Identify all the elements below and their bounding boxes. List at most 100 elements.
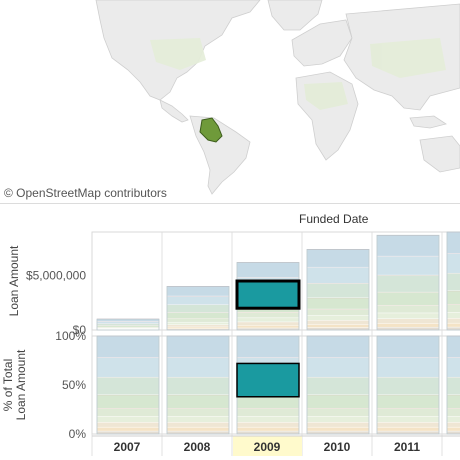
percent-bar-2009-segment[interactable] [236,426,300,432]
year-label-2011[interactable]: 2011 [394,440,420,454]
percent-bar-next-segment[interactable] [446,408,460,417]
loan-bar-2008-segment[interactable] [166,326,230,329]
percent-bar-2011-segment[interactable] [376,426,440,432]
loan-bar-next-segment[interactable] [446,312,460,319]
loan-bar-2008-segment[interactable] [166,304,230,313]
loan-bar-2010-segment[interactable] [306,249,370,268]
loan-bar-2009-segment[interactable] [236,325,300,329]
loan-bar-2009-segment[interactable] [236,312,300,319]
percent-bar-2008-segment[interactable] [166,408,230,417]
year-label-2009[interactable]: 2009 [254,440,281,454]
loan-bar-next-segment[interactable] [446,326,460,331]
percent-bar-2011-segment[interactable] [376,422,440,428]
loan-bar-2011-segment[interactable] [376,235,440,257]
percent-bar-2007-segment[interactable] [96,376,160,396]
map-canvas[interactable] [0,0,460,203]
percent-bar-2010-segment[interactable] [306,335,370,358]
percent-bar-next-segment[interactable] [446,394,460,409]
percent-bar-2007-segment[interactable] [96,408,160,417]
percent-bar-2010-segment[interactable] [306,430,370,435]
percent-bar-2007-segment[interactable] [96,422,160,428]
loan-bar-2007-segment[interactable] [96,321,160,324]
percent-bar-2007-segment[interactable] [96,416,160,423]
loan-bar-next-segment[interactable] [446,272,460,291]
loan-bar-2011-segment[interactable] [376,255,440,276]
loan-bar-2011-segment[interactable] [376,312,440,319]
percent-bar-2007-segment[interactable] [96,430,160,435]
percent-bar-2009-segment[interactable] [236,408,300,417]
percent-bar-2008-segment[interactable] [166,426,230,432]
loan-bar-2010-segment[interactable] [306,324,370,328]
loan-bar-2010-segment[interactable] [306,308,370,316]
percent-bar-2010-segment[interactable] [306,426,370,432]
percent-bar-next-segment[interactable] [446,422,460,428]
year-label-2010[interactable]: 2010 [324,440,351,454]
loan-bar-2008-segment[interactable] [166,286,230,297]
loan-bar-next-segment[interactable] [446,304,460,313]
percent-bar-2008-segment[interactable] [166,335,230,358]
loan-bar-2008-segment[interactable] [166,324,230,328]
percent-bar-2008-segment[interactable] [166,357,230,378]
percent-bar-2010-segment[interactable] [306,357,370,378]
loan-bar-2008-segment[interactable] [166,318,230,323]
percent-bar-2007-segment[interactable] [96,394,160,409]
loan-bar-2008-segment[interactable] [166,295,230,305]
percent-bar-next-segment[interactable] [446,426,460,432]
loan-bar-2008-segment[interactable] [166,321,230,325]
percent-bar-2011-segment[interactable] [376,335,440,358]
loan-bar-2011-segment[interactable] [376,326,440,331]
selected-segment-percent-2009[interactable] [236,362,300,398]
percent-bar-2008-segment[interactable] [166,376,230,396]
percent-bar-2011-segment[interactable] [376,408,440,417]
percent-bar-2008-segment[interactable] [166,422,230,428]
loan-bar-2010-segment[interactable] [306,315,370,321]
loan-bar-2011-segment[interactable] [376,274,440,293]
loan-bar-2008-segment[interactable] [166,312,230,319]
percent-bar-2008-segment[interactable] [166,430,230,435]
loan-bar-next-segment[interactable] [446,231,460,254]
loan-bar-2010-segment[interactable] [306,297,370,310]
percent-bar-next-segment[interactable] [446,376,460,396]
highlighted-country-peru[interactable] [199,117,223,143]
loan-bar-2010-segment[interactable] [306,320,370,325]
percent-bar-2009-segment[interactable] [236,416,300,423]
percent-bar-2009-segment[interactable] [236,430,300,435]
percent-bar-2011-segment[interactable] [376,394,440,409]
year-label-2007[interactable]: 2007 [114,440,141,454]
selected-segment-loan-2009[interactable] [235,279,301,310]
loan-bar-2011-segment[interactable] [376,305,440,314]
loan-bar-2011-segment[interactable] [376,318,440,324]
world-map[interactable]: © OpenStreetMap contributors [0,0,460,204]
percent-bar-2009-segment[interactable] [236,335,300,358]
percent-bar-next-segment[interactable] [446,357,460,378]
percent-bar-2010-segment[interactable] [306,376,370,396]
percent-bar-next-segment[interactable] [446,416,460,423]
percent-bar-2010-segment[interactable] [306,408,370,417]
loan-bar-next-segment[interactable] [446,253,460,274]
loan-bar-next-segment[interactable] [446,318,460,324]
loan-bar-2009-segment[interactable] [236,262,300,278]
stacked-bar-charts[interactable]: $0 $5,000,000 Loan Amount 0% 50% 100% % of Tot… [0,228,460,460]
year-label-2008[interactable]: 2008 [184,440,211,454]
percent-bar-2011-segment[interactable] [376,416,440,423]
percent-bar-2011-segment[interactable] [376,357,440,378]
loan-bar-2010-segment[interactable] [306,266,370,284]
loan-bar-2011-segment[interactable] [376,291,440,306]
percent-bar-2010-segment[interactable] [306,394,370,409]
percent-bar-2007-segment[interactable] [96,426,160,432]
percent-bar-2007-segment[interactable] [96,357,160,378]
percent-bar-2008-segment[interactable] [166,394,230,409]
percent-bar-2011-segment[interactable] [376,430,440,435]
percent-bar-2007-segment[interactable] [96,335,160,358]
percent-bar-2009-segment[interactable] [236,422,300,428]
loan-bar-next-segment[interactable] [446,290,460,305]
percent-bar-2008-segment[interactable] [166,416,230,423]
percent-bar-2011-segment[interactable] [376,376,440,396]
percent-bar-next-segment[interactable] [446,335,460,358]
loan-bar-next-segment[interactable] [446,322,460,328]
loan-bar-2009-segment[interactable] [236,321,300,326]
loan-bar-2011-segment[interactable] [376,323,440,328]
loan-bar-2009-segment[interactable] [236,317,300,323]
percent-bar-2010-segment[interactable] [306,416,370,423]
percent-bar-next-segment[interactable] [446,430,460,435]
